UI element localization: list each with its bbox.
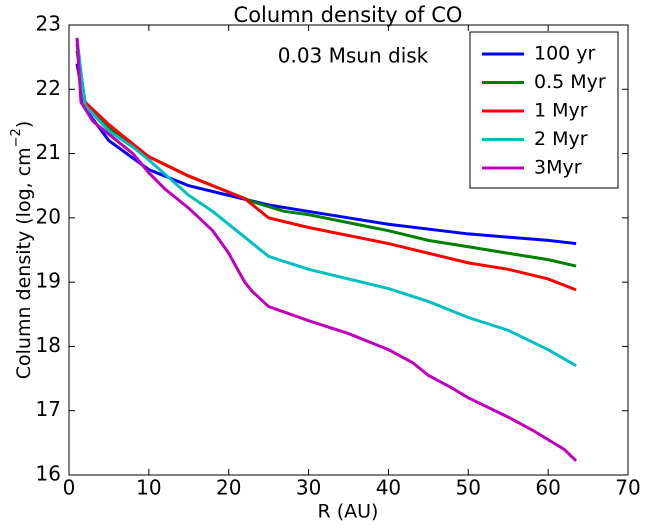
y-axis-label-exponent: −2 <box>9 128 24 147</box>
y-axis-label-part: Column density (log, cm <box>13 147 35 379</box>
series-line <box>75 44 577 292</box>
chart-title: Column density of CO <box>234 3 463 27</box>
x-tick-label: 20 <box>216 476 241 500</box>
x-tick-label: 70 <box>615 476 640 500</box>
y-tick-label: 20 <box>36 204 61 228</box>
y-tick-label: 22 <box>36 76 61 100</box>
y-tick-label: 18 <box>36 333 61 357</box>
x-tick-label: 60 <box>535 476 560 500</box>
y-tick-label: 17 <box>36 397 61 421</box>
x-tick-label: 0 <box>63 476 76 500</box>
y-tick-label: 16 <box>36 462 61 486</box>
y-tick-label: 23 <box>36 12 61 36</box>
x-axis-label: R (AU) <box>318 501 379 523</box>
annotation: 0.03 Msun disk <box>278 44 429 68</box>
x-tick-label: 50 <box>456 476 481 500</box>
legend-label: 2 Myr <box>534 128 588 150</box>
legend-label: 3Myr <box>534 157 582 179</box>
x-tick-label: 40 <box>376 476 401 500</box>
legend-label: 100 yr <box>534 43 596 65</box>
series-line <box>75 50 577 268</box>
y-axis-label: Column density (log, cm−2) <box>9 121 35 380</box>
x-tick-label: 30 <box>296 476 321 500</box>
series-line <box>75 37 577 368</box>
series-line <box>75 37 578 462</box>
x-tick-label: 10 <box>136 476 161 500</box>
legend-label: 0.5 Myr <box>534 71 606 93</box>
legend-label: 1 Myr <box>534 100 588 122</box>
y-axis-label-part: ) <box>13 121 35 128</box>
plot-frame <box>68 24 629 476</box>
y-tick-label: 21 <box>36 140 61 164</box>
y-tick-label: 19 <box>36 269 61 293</box>
